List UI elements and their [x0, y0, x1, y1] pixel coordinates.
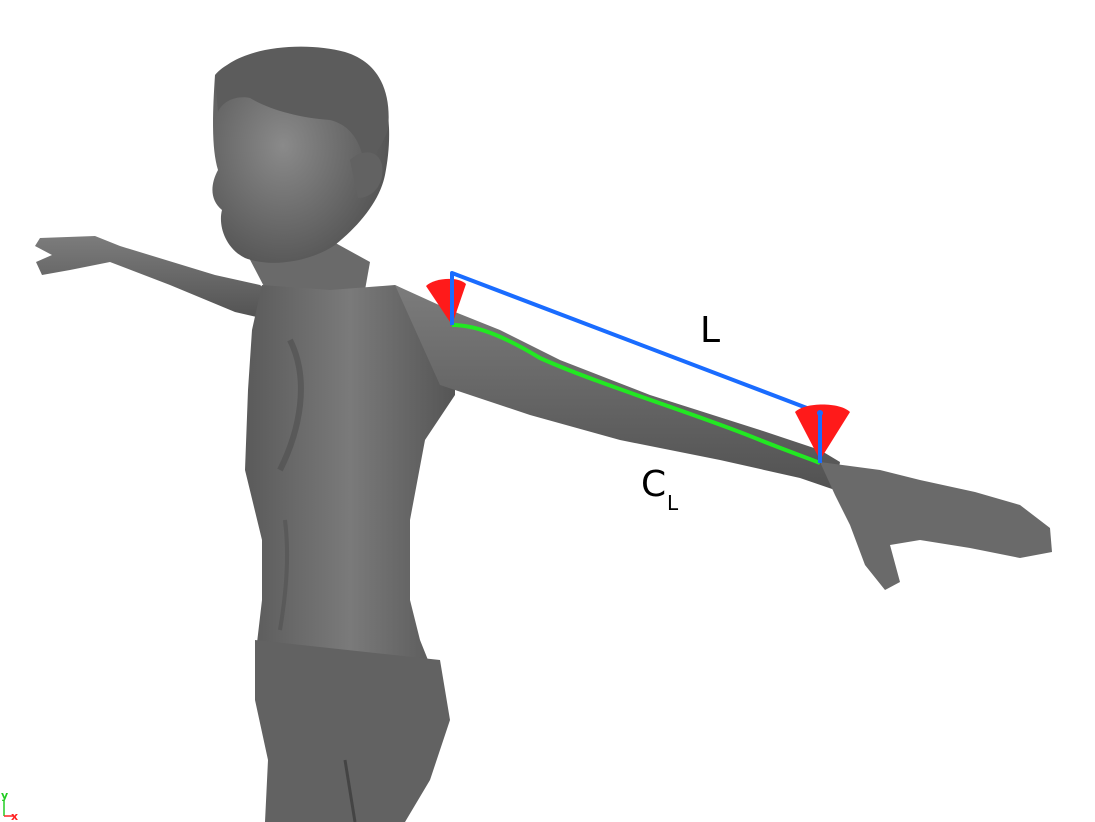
curve-line [451, 323, 821, 465]
curve-label: C [641, 464, 666, 505]
segment-end-dot [817, 410, 823, 416]
character-model [35, 46, 1052, 822]
curve-label-subscript: L [667, 491, 679, 515]
chest-shading [277, 338, 304, 472]
hips-legs [255, 640, 450, 822]
wrist-joint-cone [795, 404, 850, 460]
right-hand [820, 462, 1052, 590]
axis-gizmo: y x [1, 789, 18, 822]
length-label: L [700, 310, 720, 351]
ear [350, 152, 383, 198]
axis-y-label: y [1, 789, 8, 802]
left-arm [35, 236, 280, 320]
measurement-overlay [426, 271, 850, 465]
ab-shading [278, 519, 290, 631]
shoulder-joint-cone [426, 278, 466, 325]
leg-separation [343, 759, 357, 822]
axis-x-label: x [11, 810, 18, 822]
hair [215, 46, 389, 165]
